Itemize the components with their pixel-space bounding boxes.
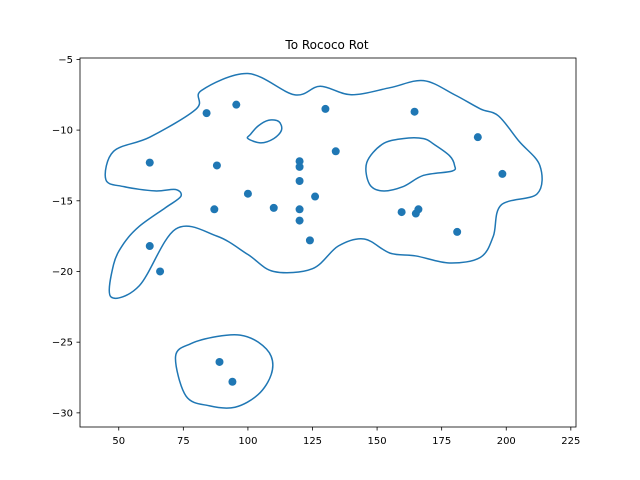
scatter-point [228,377,237,386]
scatter-point [331,147,340,156]
scatter-point [212,161,221,170]
contour-line-4 [174,333,274,409]
scatter-point [473,133,482,142]
y-tick-label: −25 [52,338,73,349]
x-tick-label: 225 [561,436,580,447]
y-tick-label: −10 [52,126,73,137]
scatter-point [269,203,278,212]
x-tick-label: 125 [303,436,322,447]
scatter-point [295,177,304,185]
contour-line-3 [246,119,283,144]
scatter-point [414,205,423,214]
scatter-point [498,169,507,178]
x-tick-label: 75 [177,436,190,447]
contour-layer [104,72,543,409]
x-tick-label: 150 [368,436,387,447]
axis-layer: 50 75 100 125 150 175 200 225 −5 −10 −15 −20 −25 −30 [52,55,580,447]
x-tick-label: 200 [497,436,516,447]
axes-frame [79,57,577,428]
scatter-point [321,104,330,113]
x-tick-label: 100 [238,436,257,447]
scatter-point [295,157,304,166]
x-tick-label: 50 [112,436,125,447]
scatter-point [453,227,462,236]
scatter-point [232,100,241,109]
scatter-point [210,205,219,214]
scatter-point [305,236,314,245]
x-tick-label: 175 [432,436,451,447]
scatter-point [145,158,154,167]
point-layer [145,100,507,386]
scatter-point [145,242,154,251]
y-tick-label: −30 [52,408,73,419]
y-tick-label: −15 [52,196,73,207]
scatter-point [410,107,419,116]
scatter-point [202,109,211,118]
contour-line-1 [104,72,543,299]
chart-title: To Rococo Rot [284,38,368,52]
scatter-point [295,205,304,214]
scatter-point [311,192,320,201]
scatter-point [243,189,252,198]
y-tick-label: −20 [52,267,73,278]
y-tick-label: −5 [58,55,73,66]
scatter-point [397,208,406,217]
scatter-point [295,162,304,171]
scatter-point [215,357,224,366]
scatter-point [295,216,304,225]
contour-line-2 [365,137,457,192]
scatter-point [156,267,165,276]
